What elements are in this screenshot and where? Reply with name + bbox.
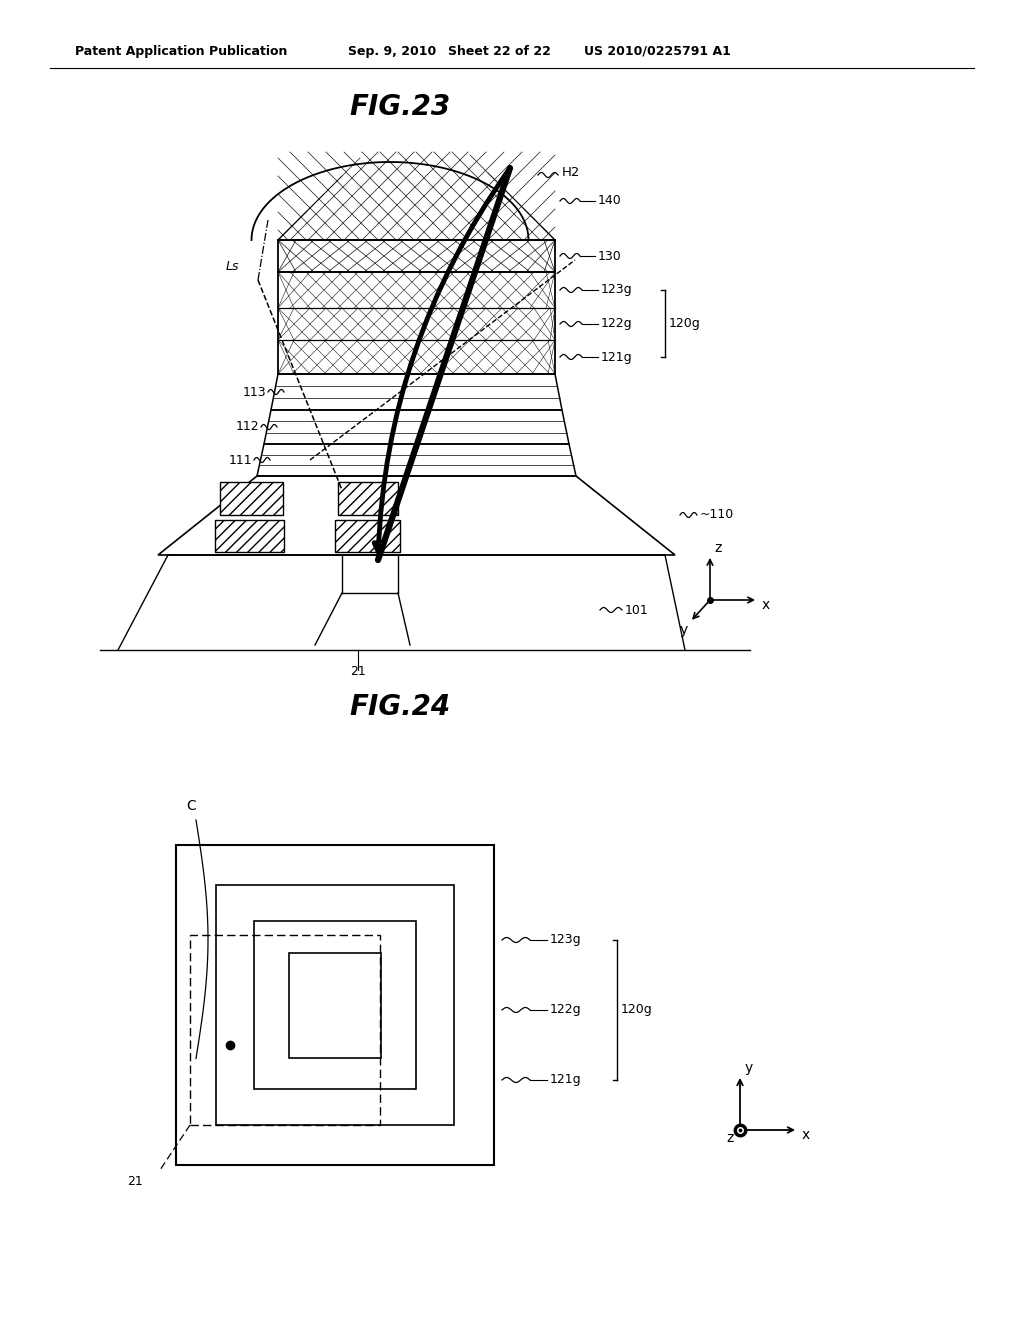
Bar <box>335 520 400 552</box>
Text: 122g: 122g <box>601 318 633 330</box>
Text: US 2010/0225791 A1: US 2010/0225791 A1 <box>584 45 731 58</box>
Text: z: z <box>714 541 721 554</box>
Text: 112: 112 <box>236 421 259 433</box>
Text: 122g: 122g <box>550 1003 582 1016</box>
Text: Sheet 22 of 22: Sheet 22 of 22 <box>449 45 551 58</box>
Bar <box>254 921 416 1089</box>
Bar <box>215 520 284 552</box>
Text: x: x <box>762 598 770 612</box>
Text: FIG.23: FIG.23 <box>349 92 451 121</box>
Text: 113: 113 <box>243 385 266 399</box>
Text: 21: 21 <box>350 665 366 678</box>
Text: 120g: 120g <box>669 317 700 330</box>
Text: y: y <box>680 623 688 638</box>
Text: 123g: 123g <box>601 284 633 297</box>
Text: FIG.24: FIG.24 <box>349 693 451 721</box>
Text: C: C <box>186 799 196 813</box>
Text: Ls: Ls <box>226 260 240 273</box>
Text: 140: 140 <box>598 194 622 207</box>
Bar <box>190 935 380 1125</box>
Text: 101: 101 <box>625 603 649 616</box>
Bar <box>176 845 494 1166</box>
Bar <box>220 482 283 515</box>
Text: ~110: ~110 <box>700 508 734 521</box>
Text: Sep. 9, 2010: Sep. 9, 2010 <box>348 45 436 58</box>
Text: 121g: 121g <box>601 351 633 363</box>
Text: 121g: 121g <box>550 1073 582 1086</box>
Bar <box>216 884 454 1125</box>
Text: x: x <box>802 1129 810 1142</box>
Text: Patent Application Publication: Patent Application Publication <box>75 45 288 58</box>
Text: 111: 111 <box>228 454 252 466</box>
Text: H2: H2 <box>562 165 581 178</box>
Text: 123g: 123g <box>550 933 582 946</box>
Bar <box>289 953 381 1057</box>
Text: 120g: 120g <box>621 1003 652 1016</box>
Text: y: y <box>745 1061 754 1074</box>
Text: z: z <box>726 1131 733 1144</box>
Text: 130: 130 <box>598 249 622 263</box>
Bar <box>338 482 398 515</box>
Text: 21: 21 <box>127 1175 143 1188</box>
